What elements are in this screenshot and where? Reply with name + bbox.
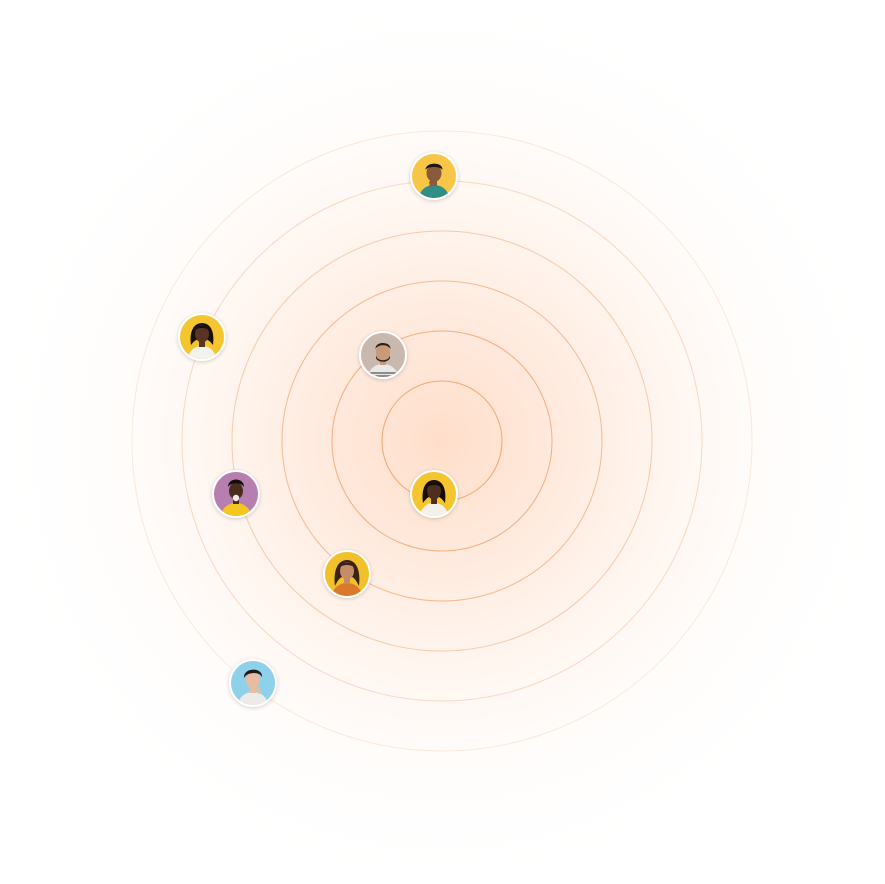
orbit-ring-5	[181, 180, 703, 702]
avatar-7	[229, 659, 277, 707]
avatar-5	[410, 470, 458, 518]
person-icon	[412, 154, 456, 198]
avatar-4	[212, 470, 260, 518]
orbit-ring-6	[131, 130, 753, 752]
avatar-2	[178, 313, 226, 361]
orbit-ring-3	[281, 280, 603, 602]
person-icon	[412, 472, 456, 516]
person-icon	[361, 333, 405, 377]
person-icon	[214, 472, 258, 516]
person-icon	[325, 552, 369, 596]
orbit-ring-2	[331, 330, 553, 552]
avatar-1	[410, 152, 458, 200]
person-icon	[180, 315, 224, 359]
orbit-ring-4	[231, 230, 653, 652]
avatar-3	[359, 331, 407, 379]
avatar-6	[323, 550, 371, 598]
person-icon	[231, 661, 275, 705]
